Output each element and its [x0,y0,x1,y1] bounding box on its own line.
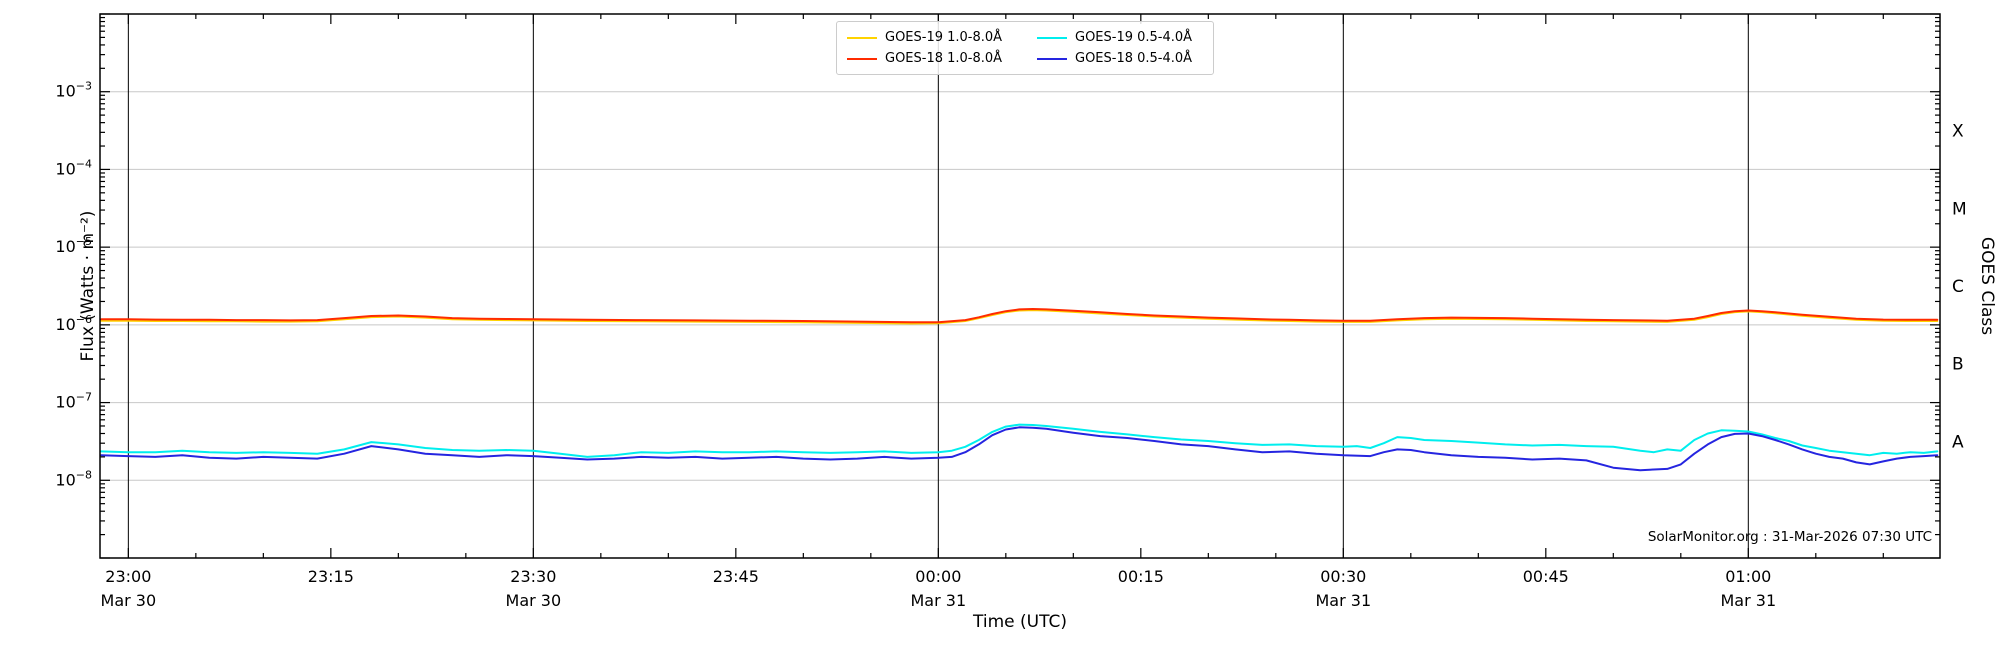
x-tick-date-label: Mar 31 [1315,591,1371,610]
goes-class-label: X [1952,122,1964,142]
legend-line-swatch [1037,57,1067,60]
x-tick-date-label: Mar 30 [506,591,562,610]
x-tick-time-label: 23:30 [510,567,556,586]
x-tick-time-label: 23:45 [713,567,759,586]
legend-entry: GOES-19 1.0-8.0Å [847,27,1013,48]
y-axis-title-left: Flux (Watts · m⁻²) [78,210,98,362]
x-tick-time-label: 00:30 [1320,567,1366,586]
plot-border [99,13,1941,559]
legend-entry: GOES-18 0.5-4.0Å [1037,48,1203,69]
goes-class-label: B [1952,355,1964,375]
x-tick-time-label: 00:15 [1118,567,1164,586]
x-tick-date-label: Mar 30 [101,591,157,610]
legend-line-swatch [1037,36,1067,39]
x-tick-date-label: Mar 31 [911,591,967,610]
series-line-goes-19-1-0-8-0- [100,309,1939,325]
series-line-goes-18-1-0-8-0- [100,308,1939,324]
x-tick-time-label: 23:15 [308,567,354,586]
x-tick-time-label: 23:00 [105,567,151,586]
x-tick-time-label: 00:00 [915,567,961,586]
legend-box: GOES-19 1.0-8.0Å GOES-18 1.0-8.0Å GOES-19 … [836,21,1214,75]
legend-line-swatch [847,57,877,60]
goes-class-label: C [1952,277,1964,297]
series-line-goes-18-0-5-4-0- [100,426,1939,472]
legend-entry: GOES-19 0.5-4.0Å [1037,27,1203,48]
y-tick-label: 10−8 [55,468,92,489]
legend-entry-label: GOES-19 1.0-8.0Å [885,30,1003,45]
x-tick-date-label: Mar 31 [1720,591,1776,610]
x-tick-time-label: 01:00 [1725,567,1771,586]
y-tick-label: 10−3 [55,80,92,101]
date-gridlines [127,14,1749,558]
goes-class-label: A [1952,432,1964,452]
goes-class-label: M [1952,199,1967,219]
legend-entry-label: GOES-18 1.0-8.0Å [885,51,1003,66]
goes-class-labels: X M C B A [1952,122,1967,453]
y-axis-title-right: GOES Class [1977,236,1997,336]
decade-gridlines [100,91,1940,481]
legend-entry-label: GOES-19 0.5-4.0Å [1075,30,1193,45]
axis-ticks [100,13,1940,559]
x-tick-labels: 23:00 Mar 30 23:15 23:30 Mar 30 23:45 00:00 Mar… [101,567,1777,610]
legend-line-swatch [847,36,877,39]
legend-entry-label: GOES-18 0.5-4.0Å [1075,51,1193,66]
x-axis-title: Time (UTC) [973,612,1067,632]
series-line-goes-19-0-5-4-0- [100,423,1939,458]
legend-entry: GOES-18 1.0-8.0Å [847,48,1013,69]
watermark-text: SolarMonitor.org : 31-Mar-2026 07:30 UTC [1647,529,1932,545]
x-tick-time-label: 00:45 [1523,567,1569,586]
